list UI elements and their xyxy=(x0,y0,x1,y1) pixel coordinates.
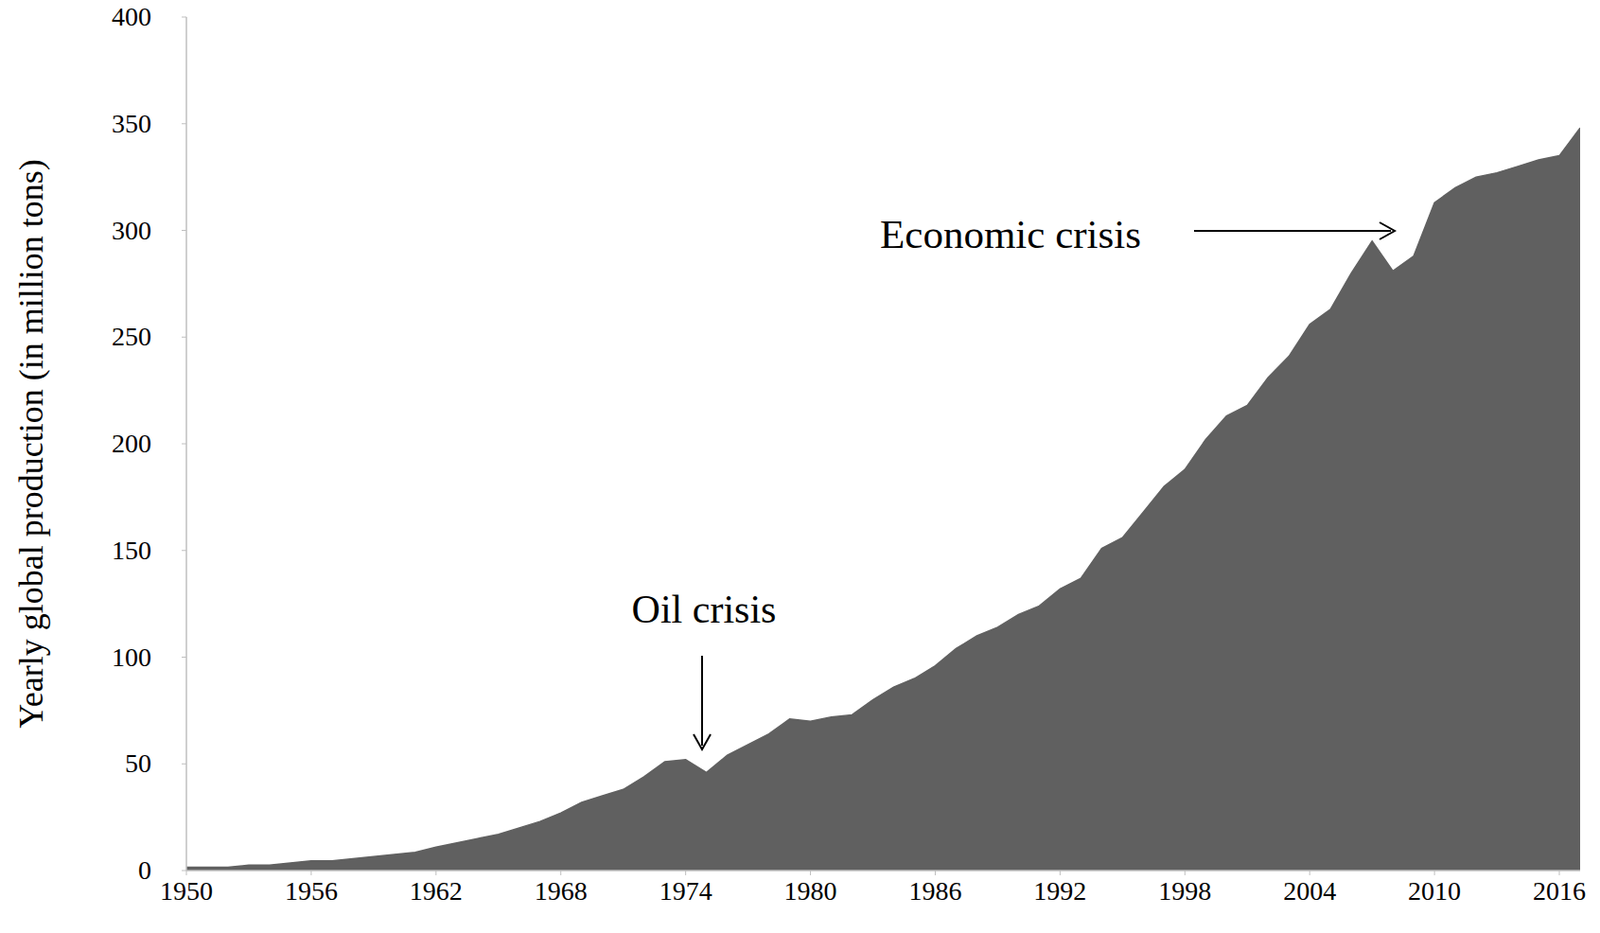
y-tick-label: 400 xyxy=(111,1,152,32)
y-tick-label: 0 xyxy=(138,855,152,885)
x-tick xyxy=(1059,870,1061,876)
chart-svg: 0 50 100 150 200 250 300 350 400 1950 1956 1962 1968… xyxy=(0,0,1600,933)
x-tick xyxy=(310,870,312,876)
y-tick xyxy=(181,870,187,872)
x-axis-line xyxy=(186,869,1581,872)
y-tick-label: 200 xyxy=(111,428,152,458)
arrow-shaft xyxy=(1194,229,1391,232)
x-tick-label: 1950 xyxy=(159,876,213,906)
x-tick xyxy=(1309,870,1311,876)
x-tick-label: 2016 xyxy=(1532,876,1586,906)
y-tick-label: 350 xyxy=(111,108,152,139)
area-line xyxy=(186,127,1581,867)
y-tick xyxy=(181,763,187,765)
x-tick xyxy=(186,870,188,876)
x-tick-label: 1974 xyxy=(659,876,713,906)
chart-container: 0 50 100 150 200 250 300 350 400 1950 1956 1962 1968… xyxy=(0,0,1600,933)
arrow-head xyxy=(693,734,711,750)
arrow-head xyxy=(1379,222,1395,240)
y-tick-label: 50 xyxy=(124,748,152,778)
y-tick-label: 250 xyxy=(111,321,152,352)
y-tick xyxy=(181,336,187,338)
y-tick xyxy=(181,549,187,551)
y-tick-label: 100 xyxy=(111,642,152,672)
x-tick xyxy=(809,870,811,876)
x-tick xyxy=(685,870,686,876)
x-tick-label: 1986 xyxy=(908,876,962,906)
x-tick-label: 1992 xyxy=(1033,876,1087,906)
x-tick xyxy=(1559,870,1561,876)
y-tick xyxy=(181,17,187,18)
x-tick xyxy=(560,870,562,876)
area-fill xyxy=(186,127,1581,871)
x-tick-label: 2004 xyxy=(1283,876,1337,906)
arrow-shaft xyxy=(701,655,704,746)
plot-area xyxy=(186,127,1581,871)
y-tick xyxy=(181,656,187,658)
x-tick-label: 1980 xyxy=(784,876,838,906)
y-axis-label: Yearly global production (in million ton… xyxy=(12,158,51,728)
x-tick-label: 1956 xyxy=(284,876,338,906)
x-tick xyxy=(435,870,437,876)
y-tick xyxy=(181,123,187,124)
x-tick-label: 1962 xyxy=(409,876,463,906)
y-tick-label: 300 xyxy=(111,215,152,246)
annotation: Economic crisis xyxy=(879,211,1142,257)
annotation: Oil crisis xyxy=(632,587,777,632)
y-tick-label: 150 xyxy=(111,535,152,565)
x-tick-label: 1968 xyxy=(534,876,588,906)
x-tick-label: 2010 xyxy=(1407,876,1461,906)
y-tick xyxy=(181,443,187,445)
x-tick xyxy=(1434,870,1436,876)
y-tick xyxy=(181,229,187,231)
x-tick xyxy=(934,870,936,876)
x-tick-label: 1998 xyxy=(1158,876,1212,906)
x-tick xyxy=(1184,870,1186,876)
